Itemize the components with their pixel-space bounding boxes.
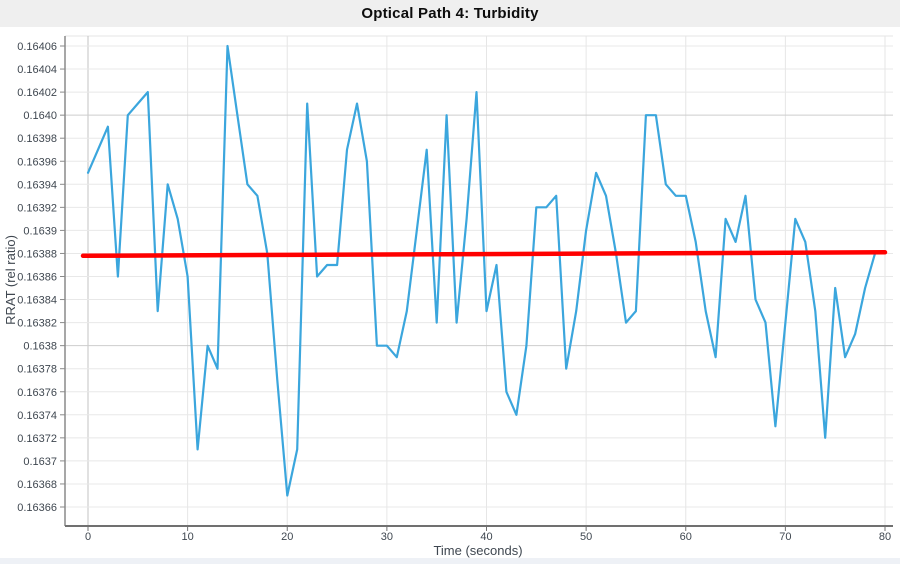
series-layer [80,44,888,497]
y-tick-label: 0.16396 [17,156,57,168]
page-footer-strip [0,558,900,564]
y-tick-label: 0.16388 [17,248,57,260]
y-tick-label: 0.16386 [17,272,57,284]
y-tick-label: 0.1638 [23,341,57,353]
tick-label-layer: 0 10 20 30 40 50 60 70 80 0.16406 0.16404 0.16402 0.… [17,41,891,543]
x-tick-label: 70 [779,531,791,543]
x-tick-label: 0 [85,531,91,543]
x-axis-title: Time (seconds) [433,543,522,558]
y-tick-label: 0.16366 [17,502,57,514]
y-tick-label: 0.1639 [23,225,57,237]
y-tick-label: 0.16406 [17,41,57,53]
chart-title: Optical Path 4: Turbidity [361,5,539,22]
series-line-turbidity-signal [86,44,877,497]
y-axis-title: RRAT (rel ratio) [3,235,18,325]
y-tick-label: 0.16394 [17,179,57,191]
y-tick-label: 0.16382 [17,318,57,330]
y-tick-label: 0.16374 [17,410,57,422]
y-tick-label: 0.1640 [23,110,57,122]
x-tick-label: 60 [680,531,692,543]
y-tick-label: 0.16372 [17,433,57,445]
y-tick-label: 0.1637 [23,456,57,468]
y-tick-label: 0.16384 [17,295,57,307]
chart-title-bar: Optical Path 4: Turbidity [0,0,900,27]
series-line-mean-trend-line [80,250,888,259]
x-tick-label: 50 [580,531,592,543]
y-tick-label: 0.16402 [17,87,57,99]
y-tick-label: 0.16368 [17,479,57,491]
x-tick-label: 20 [281,531,293,543]
y-tick-label: 0.16376 [17,387,57,399]
y-tick-label: 0.16398 [17,133,57,145]
x-tick-label: 80 [879,531,891,543]
y-tick-label: 0.16404 [17,64,57,76]
grid-layer [65,35,893,526]
axis-layer [60,36,893,531]
y-tick-label: 0.16392 [17,202,57,214]
x-tick-label: 10 [182,531,194,543]
x-tick-label: 40 [480,531,492,543]
x-tick-label: 30 [381,531,393,543]
y-tick-label: 0.16378 [17,364,57,376]
